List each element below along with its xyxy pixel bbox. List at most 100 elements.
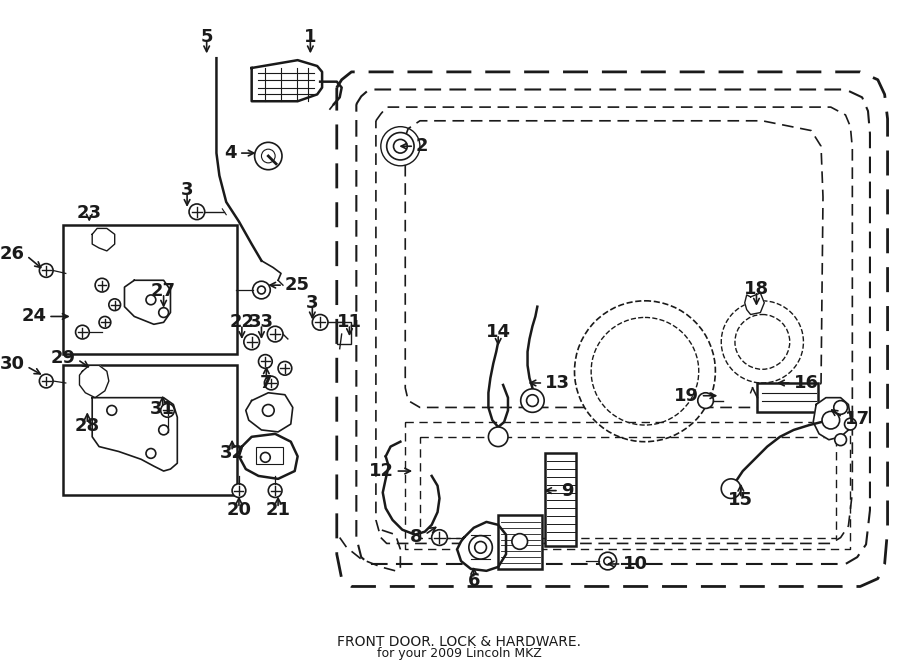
Text: 8: 8 (410, 528, 423, 545)
Text: 3: 3 (181, 181, 194, 199)
Circle shape (146, 295, 156, 305)
Circle shape (278, 361, 292, 375)
Circle shape (267, 326, 283, 342)
Polygon shape (92, 228, 114, 251)
Text: 10: 10 (624, 555, 648, 573)
Circle shape (604, 557, 612, 565)
Text: 24: 24 (22, 307, 46, 326)
Bar (545, 453, 577, 546)
Text: 3: 3 (306, 294, 319, 312)
Polygon shape (814, 398, 850, 440)
Text: 20: 20 (227, 501, 251, 519)
Text: 13: 13 (545, 374, 571, 392)
Circle shape (393, 140, 407, 153)
Text: 25: 25 (285, 276, 310, 294)
Bar (256, 447, 283, 464)
Text: 6: 6 (467, 571, 480, 590)
Text: for your 2009 Lincoln MKZ: for your 2009 Lincoln MKZ (377, 647, 542, 660)
Circle shape (260, 452, 270, 462)
Polygon shape (744, 293, 764, 314)
Circle shape (735, 314, 789, 369)
Circle shape (265, 376, 278, 390)
Circle shape (257, 286, 266, 294)
Polygon shape (124, 280, 170, 324)
Polygon shape (246, 393, 292, 432)
Text: 17: 17 (844, 410, 869, 428)
Text: 26: 26 (0, 245, 24, 263)
Circle shape (844, 418, 856, 430)
Bar (758, 383, 818, 412)
Circle shape (822, 411, 840, 429)
Circle shape (189, 204, 204, 220)
Circle shape (40, 374, 53, 388)
Circle shape (107, 406, 117, 415)
Text: 9: 9 (561, 481, 573, 500)
Circle shape (591, 318, 698, 425)
Circle shape (158, 425, 168, 435)
Text: 15: 15 (728, 491, 753, 509)
Bar (499, 515, 542, 569)
Text: 23: 23 (76, 204, 102, 222)
Circle shape (833, 401, 848, 414)
Text: 22: 22 (230, 313, 255, 332)
Circle shape (40, 263, 53, 277)
Text: 4: 4 (224, 144, 237, 162)
Text: 5: 5 (201, 28, 213, 46)
Bar (337, 322, 352, 344)
Text: 14: 14 (486, 323, 510, 341)
Circle shape (158, 308, 168, 318)
Text: FRONT DOOR. LOCK & HARDWARE.: FRONT DOOR. LOCK & HARDWARE. (338, 636, 581, 649)
Text: 30: 30 (0, 355, 24, 373)
Circle shape (721, 479, 741, 498)
Text: 31: 31 (150, 401, 176, 418)
Text: 1: 1 (304, 28, 317, 46)
Circle shape (574, 301, 716, 442)
Circle shape (268, 484, 282, 497)
Circle shape (253, 281, 270, 299)
Bar (63, 365, 237, 495)
Circle shape (526, 395, 538, 406)
Text: 7: 7 (260, 374, 273, 392)
Polygon shape (252, 60, 322, 101)
Text: 32: 32 (220, 444, 245, 463)
Circle shape (244, 334, 259, 350)
Circle shape (489, 427, 508, 447)
Text: 2: 2 (416, 137, 428, 155)
Polygon shape (79, 365, 109, 398)
Circle shape (76, 325, 89, 339)
Circle shape (469, 536, 492, 559)
Circle shape (599, 552, 616, 570)
Circle shape (258, 355, 272, 368)
Circle shape (146, 449, 156, 458)
Text: 11: 11 (337, 313, 362, 332)
Bar (63, 224, 237, 354)
Circle shape (232, 484, 246, 497)
Text: 21: 21 (266, 501, 291, 519)
Text: 33: 33 (249, 313, 274, 332)
Circle shape (95, 278, 109, 292)
Circle shape (387, 132, 414, 160)
Circle shape (263, 404, 274, 416)
Polygon shape (238, 434, 298, 479)
Text: 19: 19 (674, 387, 698, 404)
Polygon shape (92, 398, 177, 471)
Text: 28: 28 (75, 417, 100, 435)
Circle shape (432, 530, 447, 545)
Text: 27: 27 (151, 282, 176, 300)
Circle shape (474, 542, 487, 553)
Circle shape (161, 404, 175, 417)
Text: 29: 29 (50, 349, 76, 367)
Circle shape (99, 316, 111, 328)
Circle shape (312, 314, 328, 330)
Circle shape (721, 301, 804, 383)
Circle shape (521, 389, 544, 412)
Text: 16: 16 (794, 374, 819, 392)
Text: 18: 18 (744, 280, 769, 298)
Circle shape (698, 393, 714, 408)
Circle shape (834, 434, 847, 446)
Text: 12: 12 (368, 462, 393, 480)
Circle shape (109, 299, 121, 310)
Circle shape (255, 142, 282, 169)
Circle shape (512, 534, 527, 549)
Polygon shape (457, 522, 506, 571)
